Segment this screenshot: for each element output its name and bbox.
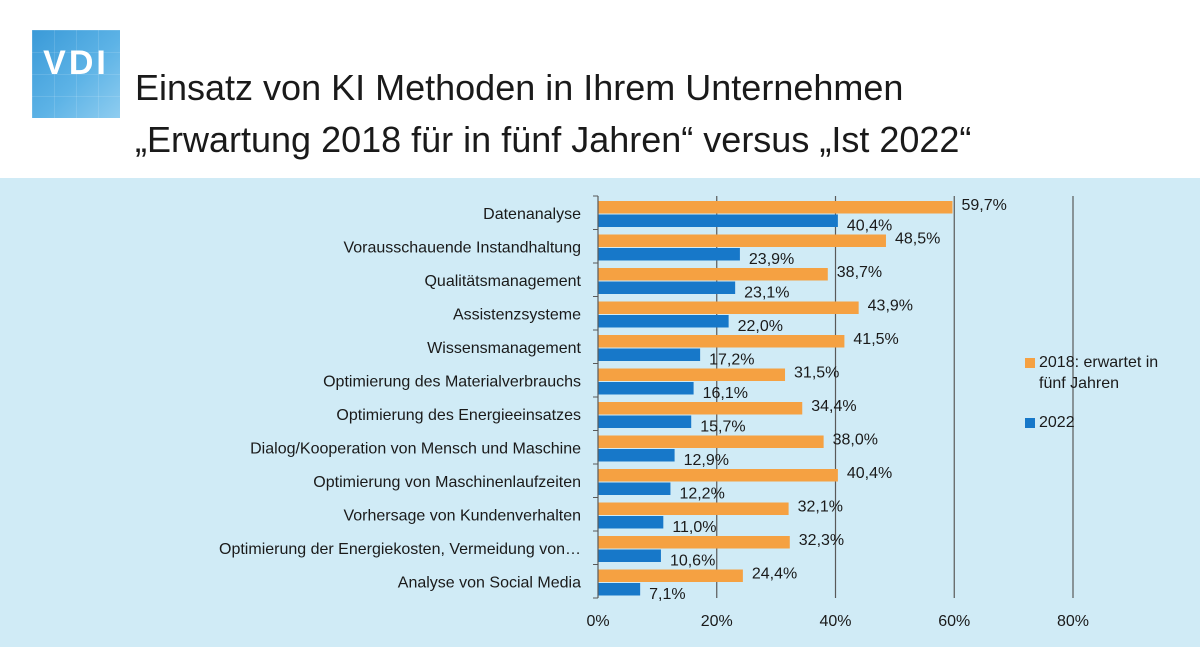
data-label-2018: 32,1% bbox=[798, 499, 843, 516]
category-label: Optimierung des Energieeinsatzes bbox=[336, 407, 581, 424]
bar-2018 bbox=[598, 469, 838, 482]
bar-2022 bbox=[598, 516, 664, 529]
chart-area: Datenanalyse 59,7% 40,4% Vorausschauende In… bbox=[0, 178, 1200, 647]
bar-2018 bbox=[598, 435, 824, 448]
data-label-2018: 48,5% bbox=[895, 231, 940, 248]
data-label-2022: 40,4% bbox=[847, 218, 892, 235]
x-tick-label: 20% bbox=[701, 613, 733, 630]
data-label-2022: 11,0% bbox=[672, 519, 716, 536]
data-label-2018: 31,5% bbox=[794, 365, 839, 382]
header: VDI Einsatz von KI Methoden in Ihrem Unt… bbox=[0, 0, 1200, 178]
legend-label-2022: 2022 bbox=[1039, 414, 1075, 431]
x-tick-label: 60% bbox=[938, 613, 970, 630]
bar-2022 bbox=[598, 482, 671, 495]
category-label: Assistenzsysteme bbox=[453, 307, 581, 324]
bar-2018 bbox=[598, 536, 790, 549]
category-label: Datenanalyse bbox=[483, 206, 581, 223]
bar-2022 bbox=[598, 382, 694, 395]
chart-legend: 2018: erwartet in fünf Jahren 2022 bbox=[1025, 352, 1195, 451]
data-label-2022: 22,0% bbox=[738, 318, 783, 335]
legend-label-2018: 2018: erwartet in fünf Jahren bbox=[1039, 354, 1159, 392]
category-label: Optimierung der Energiekosten, Vermeidun… bbox=[219, 541, 581, 558]
x-tick-label: 80% bbox=[1057, 613, 1089, 630]
bar-chart: Datenanalyse 59,7% 40,4% Vorausschauende In… bbox=[219, 195, 1089, 630]
data-label-2018: 38,7% bbox=[837, 264, 882, 281]
x-tick-label: 40% bbox=[819, 613, 851, 630]
bar-2022 bbox=[598, 583, 641, 596]
bar-2018 bbox=[598, 502, 789, 515]
bar-2018 bbox=[598, 402, 803, 415]
bar-2022 bbox=[598, 214, 838, 227]
bar-2022 bbox=[598, 549, 661, 562]
vdi-logo: VDI bbox=[32, 30, 120, 118]
legend-swatch-2018 bbox=[1025, 358, 1035, 368]
legend-item-2022: 2022 bbox=[1025, 412, 1195, 433]
bar-2018 bbox=[598, 234, 886, 247]
bar-2018 bbox=[598, 335, 845, 348]
data-label-2018: 43,9% bbox=[868, 298, 913, 315]
legend-item-2018: 2018: erwartet in fünf Jahren bbox=[1025, 352, 1195, 394]
data-label-2022: 23,1% bbox=[744, 285, 789, 302]
bar-2018 bbox=[598, 268, 828, 281]
data-label-2022: 16,1% bbox=[703, 385, 748, 402]
category-label: Qualitätsmanagement bbox=[424, 273, 581, 290]
page-title: Einsatz von KI Methoden in Ihrem Unterne… bbox=[135, 67, 904, 108]
data-label-2022: 15,7% bbox=[700, 419, 745, 436]
bar-2018 bbox=[598, 368, 786, 381]
bar-2022 bbox=[598, 348, 701, 361]
data-label-2018: 32,3% bbox=[799, 532, 844, 549]
data-label-2018: 38,0% bbox=[833, 432, 878, 449]
category-label: Wissensmanagement bbox=[427, 340, 581, 357]
category-label: Optimierung von Maschinenlaufzeiten bbox=[313, 474, 581, 491]
data-label-2022: 12,9% bbox=[684, 452, 729, 469]
data-label-2018: 41,5% bbox=[853, 331, 898, 348]
logo-text: VDI bbox=[43, 44, 109, 82]
category-label: Vorausschauende Instandhaltung bbox=[343, 240, 581, 257]
bar-2022 bbox=[598, 415, 692, 428]
bar-2022 bbox=[598, 449, 675, 462]
bar-2022 bbox=[598, 248, 740, 261]
data-label-2018: 24,4% bbox=[752, 566, 797, 583]
data-label-2022: 7,1% bbox=[649, 586, 685, 603]
category-label: Analyse von Social Media bbox=[398, 575, 581, 592]
category-label: Optimierung des Materialverbrauchs bbox=[323, 374, 581, 391]
bar-2022 bbox=[598, 315, 729, 328]
bar-2018 bbox=[598, 569, 743, 582]
data-label-2022: 12,2% bbox=[679, 486, 724, 503]
data-label-2018: 59,7% bbox=[961, 197, 1006, 214]
data-label-2022: 17,2% bbox=[709, 352, 754, 369]
data-label-2022: 23,9% bbox=[749, 251, 794, 268]
legend-swatch-2022 bbox=[1025, 418, 1035, 428]
category-label: Vorhersage von Kundenverhalten bbox=[343, 508, 581, 525]
page-subtitle: „Erwartung 2018 für in fünf Jahren“ vers… bbox=[135, 119, 972, 160]
bar-2018 bbox=[598, 301, 859, 314]
bar-2022 bbox=[598, 281, 736, 294]
x-tick-label: 0% bbox=[586, 613, 609, 630]
data-label-2018: 40,4% bbox=[847, 465, 892, 482]
data-label-2018: 34,4% bbox=[811, 398, 856, 415]
category-label: Dialog/Kooperation von Mensch und Maschi… bbox=[250, 441, 581, 458]
bar-2018 bbox=[598, 201, 953, 214]
data-label-2022: 10,6% bbox=[670, 553, 715, 570]
